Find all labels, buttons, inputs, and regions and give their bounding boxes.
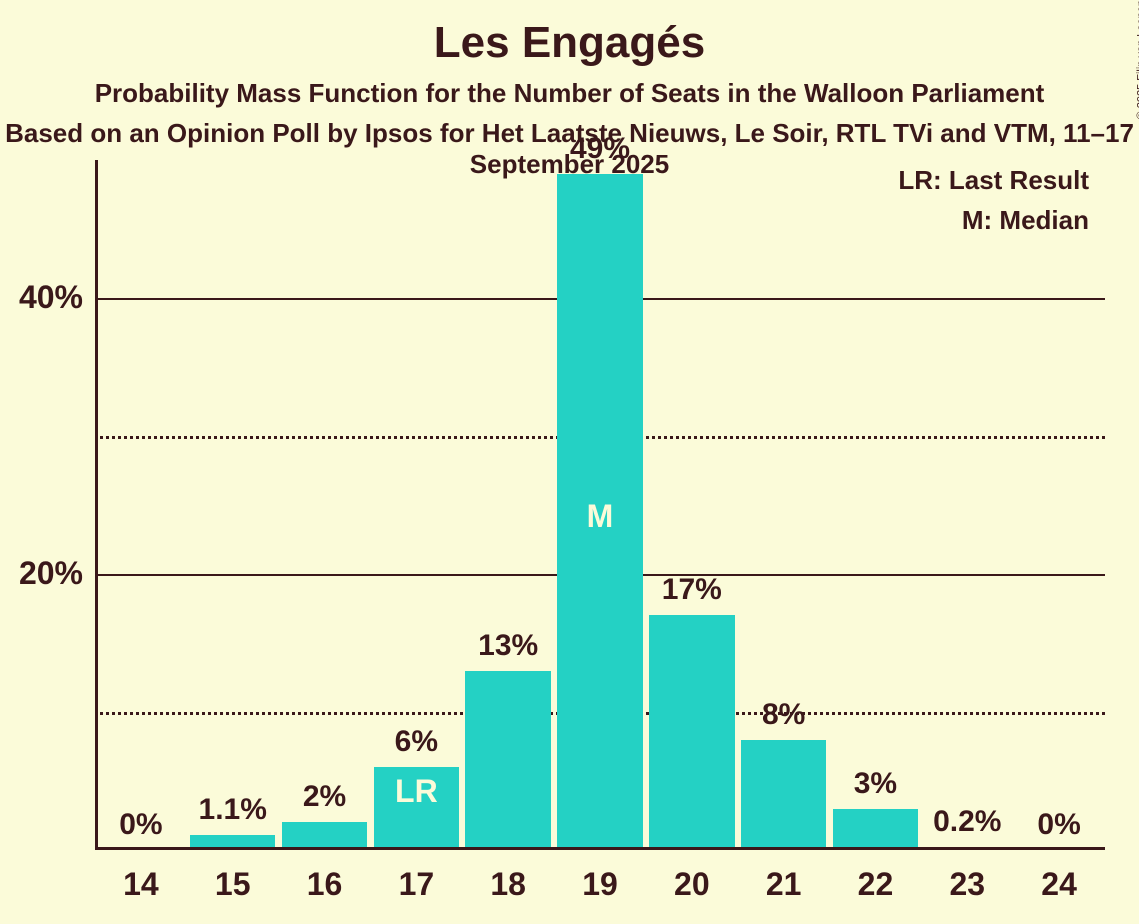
bar	[741, 740, 826, 850]
bar	[282, 822, 367, 850]
copyright-text: © 2025 Filip van Laenen	[1135, 0, 1139, 119]
x-tick-label: 22	[830, 866, 922, 903]
bar-value-label: 0%	[1013, 808, 1105, 842]
x-tick-label: 21	[738, 866, 830, 903]
x-tick-label: 14	[95, 866, 187, 903]
bar-value-label: 2%	[279, 780, 371, 814]
median-marker: M	[557, 498, 642, 535]
x-tick-label: 15	[187, 866, 279, 903]
bar	[465, 671, 550, 850]
bar-value-label: 13%	[462, 629, 554, 663]
x-tick-label: 16	[279, 866, 371, 903]
y-axis	[95, 160, 98, 850]
bar-value-label: 0.2%	[921, 805, 1013, 839]
bar	[833, 809, 918, 850]
bar-value-label: 8%	[738, 698, 830, 732]
x-tick-label: 20	[646, 866, 738, 903]
y-tick-label: 40%	[0, 279, 83, 316]
bar-value-label: 3%	[830, 767, 922, 801]
bar-value-label: 17%	[646, 573, 738, 607]
plot-area: 20%40%0%141.1%152%166%LR1713%1849%M1917%…	[95, 160, 1105, 850]
bar	[649, 615, 734, 850]
x-tick-label: 23	[921, 866, 1013, 903]
y-tick-label: 20%	[0, 555, 83, 592]
bar-value-label: 1.1%	[187, 793, 279, 827]
chart-title: Les Engagés	[0, 18, 1139, 68]
chart-canvas: Les Engagés Probability Mass Function fo…	[0, 0, 1139, 924]
last-result-marker: LR	[374, 773, 459, 810]
x-tick-label: 24	[1013, 866, 1105, 903]
x-axis	[95, 847, 1105, 850]
x-tick-label: 17	[370, 866, 462, 903]
chart-subtitle-1: Probability Mass Function for the Number…	[0, 78, 1139, 109]
bar-value-label: 0%	[95, 808, 187, 842]
x-tick-label: 19	[554, 866, 646, 903]
x-tick-label: 18	[462, 866, 554, 903]
bar-value-label: 6%	[370, 725, 462, 759]
bar-value-label: 49%	[554, 132, 646, 166]
